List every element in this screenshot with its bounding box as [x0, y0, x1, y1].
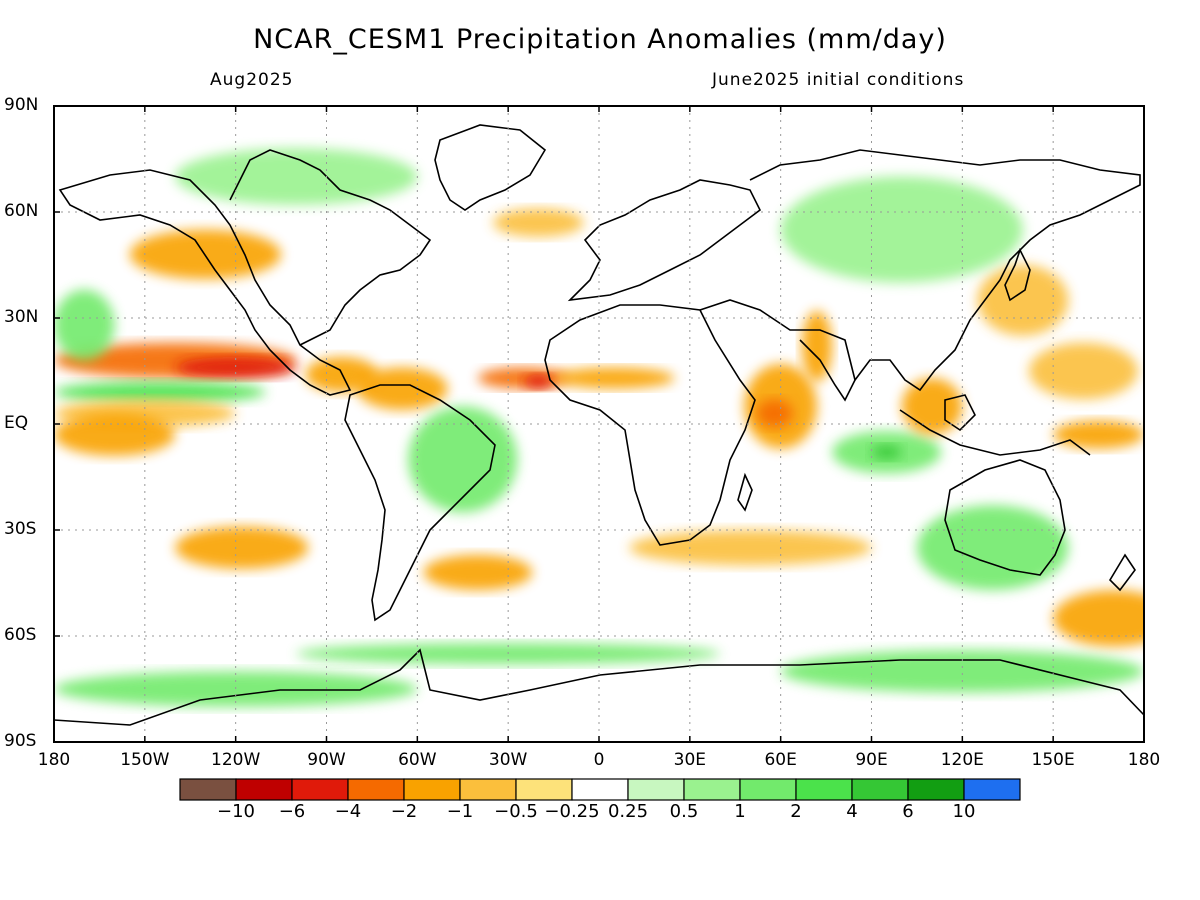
anomaly-region [54, 413, 176, 456]
colorbar [179, 778, 1021, 801]
anomaly-region [408, 406, 518, 513]
anomaly-region [356, 367, 448, 410]
colorbar-swatch [795, 778, 853, 801]
anomaly-region [756, 399, 793, 428]
lon-label: 90E [855, 750, 888, 770]
coast-greenland [434, 124, 547, 211]
axis-ticks [53, 105, 1145, 743]
coast-borneo [944, 394, 976, 432]
colorbar-label: 2 [790, 801, 802, 822]
lon-label: 30E [673, 750, 707, 770]
colorbar-swatch [683, 778, 741, 801]
lat-label: 30N [4, 307, 39, 327]
lon-label: 60W [398, 750, 437, 770]
lat-label: 30S [4, 519, 37, 539]
coast-north-america [58, 169, 352, 396]
coast-north-america-east [229, 149, 432, 346]
anomaly-region [54, 381, 266, 403]
colorbar-label: 0.25 [607, 801, 649, 822]
colorbar-label: 10 [952, 801, 976, 822]
colorbar-swatch [739, 778, 797, 801]
lon-label: 180 [37, 750, 71, 770]
colorbar-label: 1 [734, 801, 746, 822]
coast-new-zealand [1108, 553, 1136, 592]
anomaly-region [871, 445, 902, 460]
anomaly-region [54, 289, 115, 361]
coast-japan [1004, 247, 1031, 302]
colorbar-swatch [851, 778, 909, 801]
lat-label: EQ [4, 413, 29, 433]
coast-india [799, 339, 856, 402]
coast-asia [699, 149, 1141, 392]
coast-south-america [344, 384, 496, 622]
lon-label: 30W [488, 750, 528, 770]
anomaly-region [916, 505, 1069, 591]
colorbar-swatch [235, 778, 293, 801]
anomaly-region [175, 356, 297, 379]
map-gridlines [54, 106, 1144, 742]
anomaly-region [801, 310, 833, 382]
valid-month-label: Aug2025 [210, 70, 294, 90]
colorbar-label: 4 [846, 801, 858, 822]
anomaly-region [523, 374, 554, 389]
anomaly-field [54, 148, 1144, 707]
colorbar-label: 0.5 [669, 801, 699, 822]
anomaly-region [977, 265, 1069, 336]
lon-label: 150E [1031, 750, 1075, 770]
colorbar-label: −0.5 [494, 801, 538, 822]
colorbar-label: −1 [446, 801, 474, 822]
colorbar-swatch [291, 778, 349, 801]
anomaly-region [175, 148, 418, 205]
lon-label: 150W [120, 750, 170, 770]
coast-europe [567, 179, 762, 302]
anomaly-region [780, 650, 1144, 693]
init-conditions-label: June2025 initial conditions [712, 70, 965, 90]
lon-label: 90W [307, 750, 346, 770]
colorbar-swatch [627, 778, 685, 801]
anomaly-region [1028, 342, 1138, 400]
colorbar-label: −6 [278, 801, 306, 822]
colorbar-label: −4 [334, 801, 362, 822]
coastlines [54, 124, 1144, 726]
lat-label: 60S [4, 625, 37, 645]
anomaly-region [780, 176, 1023, 283]
colorbar-label: 6 [902, 801, 914, 822]
anomaly-region [553, 367, 675, 389]
coast-madagascar [737, 472, 753, 512]
anomaly-region [629, 530, 872, 566]
colorbar-swatch [515, 778, 573, 801]
colorbar-swatch [907, 778, 965, 801]
colorbar-swatch [179, 778, 237, 801]
colorbar-label: −10 [217, 801, 255, 822]
lon-label: 0 [593, 750, 605, 770]
coast-australia [944, 459, 1066, 576]
coast-antarctica [54, 648, 1144, 726]
coast-indonesia [899, 409, 1091, 456]
anomaly-region [1053, 590, 1144, 647]
colorbar-label: −0.25 [544, 801, 600, 822]
lat-label: 90S [4, 731, 37, 751]
colorbar-label: −2 [390, 801, 418, 822]
lat-label: 90N [4, 95, 39, 115]
coast-africa [544, 304, 756, 546]
colorbar-swatch [963, 778, 1021, 801]
anomaly-region [423, 554, 533, 591]
lon-label: 120E [940, 750, 984, 770]
colorbar-swatch [347, 778, 405, 801]
lon-label: 180 [1127, 750, 1161, 770]
anomaly-region [493, 208, 584, 237]
colorbar-swatch [403, 778, 461, 801]
lon-label: 120W [211, 750, 261, 770]
anomaly-region [1053, 420, 1144, 449]
anomaly-region [175, 526, 309, 569]
colorbar-swatch [571, 778, 629, 801]
lon-label: 60E [764, 750, 797, 770]
lat-label: 60N [4, 201, 39, 221]
page-title: NCAR_CESM1 Precipitation Anomalies (mm/d… [253, 24, 947, 55]
colorbar-swatch [459, 778, 517, 801]
